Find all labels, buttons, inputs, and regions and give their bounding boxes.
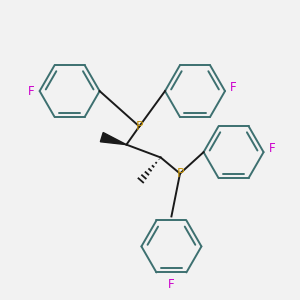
- Text: F: F: [269, 142, 275, 155]
- Text: F: F: [168, 278, 175, 292]
- Text: P: P: [136, 120, 143, 133]
- Text: F: F: [230, 81, 237, 94]
- Text: P: P: [176, 167, 184, 180]
- Polygon shape: [100, 133, 126, 145]
- Text: F: F: [28, 85, 34, 98]
